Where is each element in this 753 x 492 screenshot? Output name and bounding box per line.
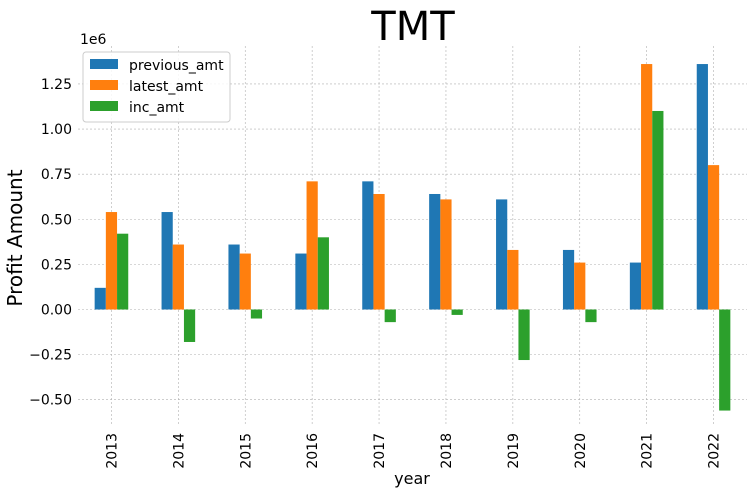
- legend-swatch-latest_amt: [90, 80, 118, 90]
- legend-items: previous_amt latest_amt inc_amt: [90, 58, 224, 116]
- legend-frame: [82, 51, 231, 123]
- y-tick-label: −0.50: [29, 393, 72, 409]
- bar-latest_amt-2022: [707, 165, 720, 310]
- y-tick-label: −0.25: [29, 348, 72, 364]
- bar-inc_amt-2019: [518, 309, 530, 361]
- legend-swatch-inc_amt: [90, 101, 118, 111]
- bar-latest_amt-2018: [440, 199, 452, 310]
- bar-latest_amt-2017: [373, 193, 385, 310]
- bar-latest_amt-2019: [507, 249, 519, 310]
- bar-latest_amt-2021: [641, 64, 653, 310]
- x-tick-label: 2015: [238, 433, 254, 469]
- bar-previous_amt-2016: [295, 253, 307, 310]
- bar-inc_amt-2021: [652, 110, 664, 310]
- x-tick-label: 2014: [171, 433, 187, 469]
- bar-previous_amt-2019: [496, 199, 508, 310]
- legend-label-latest_amt: latest_amt: [129, 79, 204, 95]
- bar-previous_amt-2017: [362, 181, 374, 310]
- bar-inc_amt-2014: [183, 309, 196, 342]
- x-tick-label: 2013: [104, 433, 120, 469]
- x-tick-label: 2016: [305, 433, 321, 469]
- bar-latest_amt-2020: [574, 262, 586, 310]
- x-tick-label: 2018: [439, 433, 455, 469]
- x-tick-label: 2019: [506, 433, 522, 469]
- bar-previous_amt-2013: [94, 287, 106, 310]
- bar-previous_amt-2015: [228, 244, 240, 310]
- legend-swatch-previous_amt: [90, 59, 118, 69]
- bars: [94, 64, 731, 411]
- x-axis-ticks: 2013 2014 2015 2016 2017 2018 2019 2020 2021 2022: [104, 433, 722, 469]
- y-tick-label: 0.75: [41, 167, 72, 183]
- bar-previous_amt-2022: [696, 64, 708, 310]
- bar-inc_amt-2020: [585, 309, 597, 323]
- bar-inc_amt-2018: [451, 309, 463, 315]
- x-tick-label: 2017: [372, 433, 388, 469]
- bar-inc_amt-2022: [719, 309, 731, 411]
- x-tick-label: 2021: [640, 433, 656, 469]
- bar-previous_amt-2018: [429, 193, 441, 310]
- x-tick-label: 2020: [573, 433, 589, 469]
- y-tick-label: 1.00: [41, 122, 72, 138]
- legend-label-previous_amt: previous_amt: [129, 58, 224, 74]
- bar-latest_amt-2016: [306, 181, 318, 310]
- y-tick-label: 1.25: [41, 77, 72, 93]
- y-tick-label: 0.00: [41, 302, 72, 318]
- y-tick-label: 0.50: [41, 212, 72, 228]
- bar-previous_amt-2020: [562, 249, 575, 310]
- bar-inc_amt-2015: [250, 309, 263, 319]
- bar-inc_amt-2017: [384, 309, 396, 323]
- bar-previous_amt-2021: [629, 262, 642, 310]
- y-axis-label: Profit Amount: [3, 169, 27, 306]
- bar-latest_amt-2015: [239, 253, 251, 310]
- y-tick-label: 0.25: [41, 257, 72, 273]
- bar-inc_amt-2016: [317, 237, 329, 310]
- y-axis-ticks: −0.50 −0.25 0.00 0.25 0.50 0.75 1.00 1.25: [29, 77, 72, 409]
- x-axis-label: year: [394, 469, 430, 488]
- x-tick-label: 2022: [707, 433, 723, 469]
- bar-inc_amt-2013: [117, 233, 129, 310]
- bar-latest_amt-2014: [172, 244, 184, 310]
- legend: previous_amt latest_amt inc_amt: [82, 51, 231, 123]
- bar-previous_amt-2014: [161, 212, 173, 310]
- legend-label-inc_amt: inc_amt: [129, 100, 185, 116]
- bar-latest_amt-2013: [105, 212, 118, 310]
- y-offset-label: 1e6: [80, 32, 107, 48]
- chart-title: TMT: [370, 4, 455, 50]
